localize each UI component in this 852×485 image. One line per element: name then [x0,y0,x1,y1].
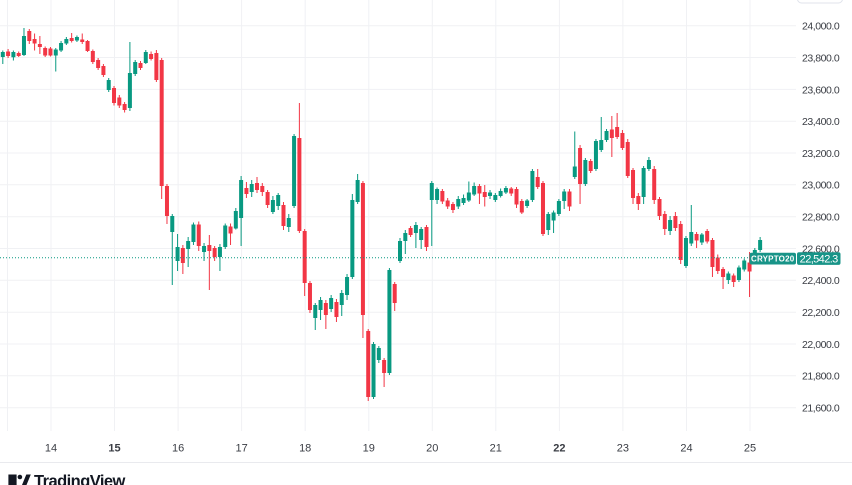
svg-text:22,800.0: 22,800.0 [802,212,840,224]
svg-text:24: 24 [680,443,692,455]
svg-text:22,542.3: 22,542.3 [800,253,839,265]
svg-text:23: 23 [617,443,629,455]
svg-text:16: 16 [172,443,184,455]
svg-text:21: 21 [490,443,502,455]
svg-text:23,000.0: 23,000.0 [802,180,840,192]
svg-text:15: 15 [108,443,120,455]
svg-text:22: 22 [553,443,565,455]
svg-text:22,200.0: 22,200.0 [802,307,840,319]
svg-text:CRYPTO20: CRYPTO20 [751,254,795,263]
svg-text:23,600.0: 23,600.0 [802,84,840,96]
svg-text:24,000.0: 24,000.0 [802,21,840,33]
svg-text:23,400.0: 23,400.0 [802,116,840,128]
svg-text:23,200.0: 23,200.0 [802,148,840,160]
svg-text:18: 18 [299,443,311,455]
svg-text:20: 20 [426,443,438,455]
svg-text:22,400.0: 22,400.0 [802,275,840,287]
svg-text:14: 14 [45,443,57,455]
svg-text:19: 19 [363,443,375,455]
svg-text:21,800.0: 21,800.0 [802,371,840,383]
svg-text:25: 25 [744,443,756,455]
svg-text:22,000.0: 22,000.0 [802,339,840,351]
svg-text:TradingView: TradingView [34,473,126,485]
svg-text:23,800.0: 23,800.0 [802,52,840,64]
svg-text:17: 17 [235,443,247,455]
svg-text:21,600.0: 21,600.0 [802,403,840,415]
